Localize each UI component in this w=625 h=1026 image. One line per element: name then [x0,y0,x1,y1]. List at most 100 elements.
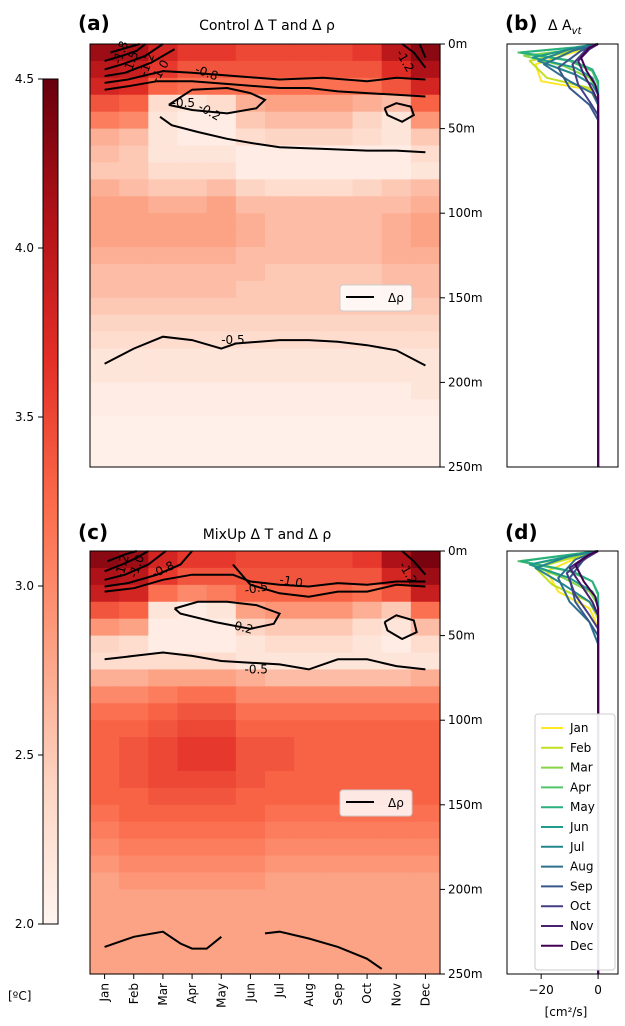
heatmap-cell [352,263,383,282]
heatmap-cell [410,111,441,130]
heatmap-cell [148,889,179,907]
heatmap-cell [323,855,354,874]
contour-line [104,70,426,84]
heatmap-cell [148,940,179,958]
heatmap-cell [323,737,354,755]
heatmap-cell [235,331,266,350]
heatmap-cell [235,551,266,569]
heatmap-cell [294,618,324,637]
heatmap-cell [206,703,237,721]
heatmap-cell [119,213,149,231]
heatmap-cell [235,804,266,823]
heatmap-cell [177,230,208,248]
heatmap-cell [381,230,412,248]
heatmap-cell [410,128,441,147]
heatmap-cell [410,872,441,890]
heatmap-cell [381,754,412,772]
heatmap-cell [352,111,383,130]
heatmap-cell [90,601,120,620]
heatmap-cell [381,737,412,755]
heatmap-cell [265,652,295,671]
heatmap-cell [90,821,120,840]
heatmap-cell [410,787,441,806]
heatmap-cell [90,365,120,383]
x-tick-label-d: 0 [594,983,602,997]
heatmap-cell [119,957,149,975]
legend-c-text: Δρ [388,796,404,810]
heatmap-cell [381,247,412,265]
heatmap-cell [323,128,354,147]
heatmap-cell [410,399,441,417]
heatmap-cell [177,365,208,383]
heatmap-cell [294,957,324,975]
heatmap-cell [294,703,324,721]
panel-b: (b) Δ Avt [505,11,619,468]
contour-line [232,563,426,598]
heatmap-cell [323,348,354,367]
series-line-mar [523,43,600,467]
heatmap-cell [352,906,383,924]
heatmap-cell [177,162,208,180]
heatmap-cell [206,314,237,333]
heatmap-cell [119,720,149,738]
heatmap-cell [148,280,179,299]
lines-b [517,43,600,467]
heatmap-cell [177,196,208,214]
heatmap-cell [352,957,383,975]
heatmap-cell [265,60,295,79]
heatmap-cell [177,686,208,704]
heatmap-cell [119,416,149,434]
heatmap-cell [90,872,120,890]
heatmap-cell [119,618,149,637]
heatmap-cell [206,94,237,113]
heatmap-cell [294,906,324,924]
heatmap-cell [265,906,295,924]
heatmap-cell [90,196,120,214]
heatmap-cell [381,382,412,400]
month-tick-label: Aug [302,983,316,1006]
heatmap-cell [206,686,237,704]
heatmap-cell [177,754,208,772]
heatmap-cell [148,128,179,147]
heatmap-cell [294,838,324,857]
panel-c: (c) MixUp Δ T and Δ ρ -1.2-1.0 -0.8-1.0-0… [78,520,483,1008]
heatmap-cell [265,280,295,299]
heatmap-cell [119,314,149,333]
heatmap-cell [323,399,354,417]
contour-label: -0.5 [221,333,244,347]
heatmap-cell [352,703,383,721]
heatmap-cell [410,450,441,468]
heatmap-cell [119,601,149,620]
heatmap-cell [235,297,266,316]
heatmap-cell [148,770,179,789]
heatmap-cell [410,652,441,671]
heatmap-cell [148,635,179,654]
contour-line [264,930,383,970]
heatmap-cell [294,314,324,333]
heatmap-cell [177,821,208,840]
contour-line [173,600,282,630]
heatmap-cell [148,686,179,704]
heatmap-cell [148,297,179,316]
heatmap-cell [323,60,354,79]
heatmap-cell [206,940,237,958]
heatmap-cell [265,365,295,383]
heatmap-cell [323,44,354,62]
heatmap-cell [410,906,441,924]
x-axis-d: −20 0 [528,974,602,997]
heatmap-cell [235,348,266,367]
heatmap-cell [410,838,441,857]
heatmap-cell [381,196,412,214]
heatmap-cell [148,179,179,197]
heatmap-cell [410,145,441,164]
heatmap-cell [148,416,179,434]
heatmap-cell [410,754,441,772]
heatmap-cell [90,416,120,434]
heatmap-cell [177,618,208,637]
heatmap-cell [381,838,412,857]
legend-a-text: Δρ [388,291,404,305]
heatmap-cell [235,213,266,231]
heatmap-cell [352,754,383,772]
heatmap-cell [265,416,295,434]
heatmap-cell [294,280,324,299]
